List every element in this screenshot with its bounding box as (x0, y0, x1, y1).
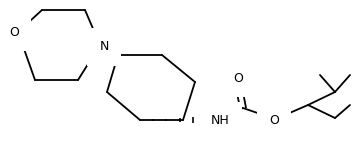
Text: O: O (269, 113, 279, 126)
Text: O: O (9, 25, 19, 39)
Polygon shape (98, 42, 118, 55)
Text: NH: NH (211, 114, 230, 127)
Text: N: N (99, 41, 109, 53)
Text: O: O (233, 72, 243, 84)
